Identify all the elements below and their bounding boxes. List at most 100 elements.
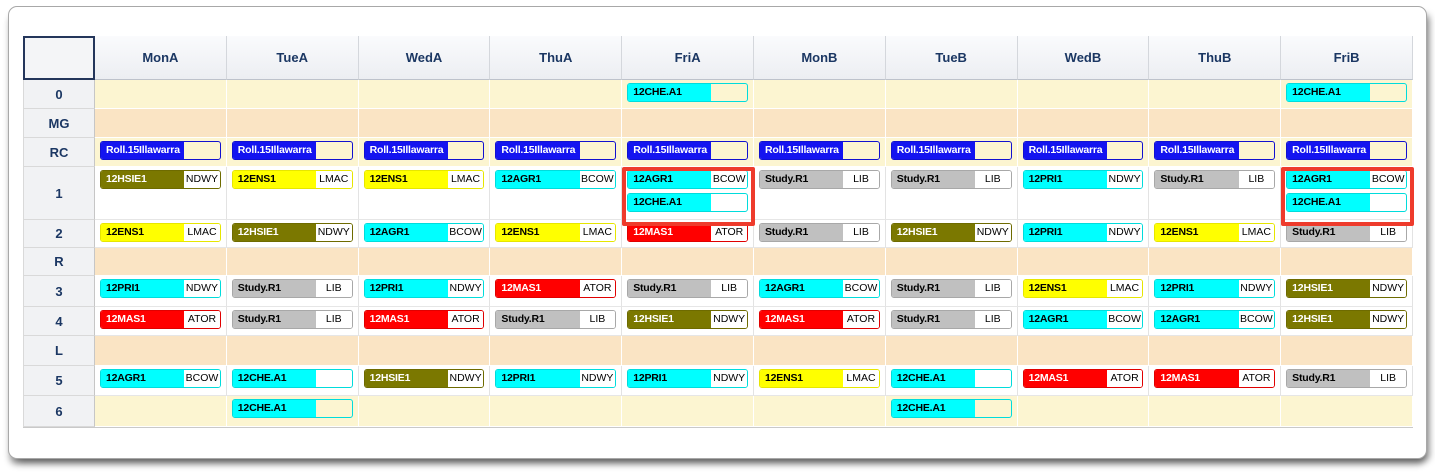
lesson-chip[interactable]: 12MAS1 ATOR <box>1022 369 1144 388</box>
cell-FriB-1[interactable]: 12AGR1 BCOW 12CHE.A1 <box>1281 167 1414 226</box>
cell-MonB-MG[interactable] <box>753 109 886 138</box>
cell-ThuB-RC[interactable]: Roll.15Illawarra <box>1149 138 1282 167</box>
cell-TueA-3[interactable]: Study.R1 LIB <box>226 276 359 307</box>
cell-MonB-R[interactable] <box>753 248 886 276</box>
cell-ThuB-MG[interactable] <box>1149 109 1282 138</box>
row-header-0[interactable]: 0 <box>23 80 95 109</box>
lesson-chip[interactable]: Roll.15Illawarra <box>627 141 748 160</box>
cell-ThuB-5[interactable]: 12MAS1 ATOR <box>1149 366 1282 396</box>
lesson-chip[interactable]: Study.R1 LIB <box>890 170 1012 189</box>
cell-MonA-RC[interactable]: Roll.15Illawarra <box>95 138 227 167</box>
lesson-chip[interactable]: Roll.15Illawarra <box>1022 141 1144 160</box>
cell-ThuA-3[interactable]: 12MAS1 ATOR <box>490 276 623 307</box>
lesson-chip[interactable]: 12CHE.A1 <box>890 399 1012 418</box>
lesson-chip[interactable]: Roll.15Illawarra <box>231 141 353 160</box>
cell-WedA-2[interactable]: 12AGR1 BCOW <box>358 220 491 248</box>
cell-TueA-2[interactable]: 12HSIE1 NDWY <box>226 220 359 248</box>
cell-ThuA-RC[interactable]: Roll.15Illawarra <box>490 138 623 167</box>
cell-FriB-3[interactable]: 12HSIE1 NDWY <box>1281 276 1413 307</box>
column-header-WedA[interactable]: WedA <box>358 36 491 80</box>
cell-WedB-R[interactable] <box>1017 248 1150 276</box>
lesson-chip[interactable]: 12AGR1 BCOW <box>495 170 617 189</box>
lesson-chip[interactable]: 12CHE.A1 <box>1286 193 1407 212</box>
cell-TueB-4[interactable]: Study.R1 LIB <box>885 307 1018 336</box>
cell-WedB-3[interactable]: 12ENS1 LMAC <box>1017 276 1150 307</box>
cell-TueB-2[interactable]: 12HSIE1 NDWY <box>885 220 1018 248</box>
lesson-chip[interactable]: 12CHE.A1 <box>231 399 353 418</box>
row-header-RC[interactable]: RC <box>23 138 95 167</box>
cell-FriB-5[interactable]: Study.R1 LIB <box>1281 366 1413 396</box>
lesson-chip[interactable]: Study.R1 LIB <box>758 223 880 242</box>
cell-FriA-4[interactable]: 12HSIE1 NDWY <box>622 307 754 336</box>
cell-ThuB-4[interactable]: 12AGR1 BCOW <box>1149 307 1282 336</box>
cell-MonA-4[interactable]: 12MAS1 ATOR <box>95 307 227 336</box>
column-header-MonA[interactable]: MonA <box>95 36 227 80</box>
lesson-chip[interactable]: Study.R1 LIB <box>231 279 353 298</box>
cell-WedA-MG[interactable] <box>358 109 491 138</box>
cell-TueA-L[interactable] <box>226 336 359 366</box>
column-header-TueB[interactable]: TueB <box>885 36 1018 80</box>
lesson-chip[interactable]: 12HSIE1 NDWY <box>1286 279 1407 298</box>
cell-TueA-1[interactable]: 12ENS1 LMAC <box>226 167 359 220</box>
cell-MonA-0[interactable] <box>95 80 227 109</box>
cell-MonA-L[interactable] <box>95 336 227 366</box>
lesson-chip[interactable]: Roll.15Illawarra <box>363 141 485 160</box>
lesson-chip[interactable]: 12MAS1 ATOR <box>758 310 880 329</box>
cell-TueB-3[interactable]: Study.R1 LIB <box>885 276 1018 307</box>
row-header-4[interactable]: 4 <box>23 307 95 336</box>
cell-TueA-6[interactable]: 12CHE.A1 <box>226 396 359 427</box>
cell-WedA-1[interactable]: 12ENS1 LMAC <box>358 167 491 220</box>
lesson-chip[interactable]: 12MAS1 ATOR <box>363 310 485 329</box>
cell-FriA-6[interactable] <box>622 396 754 427</box>
lesson-chip[interactable]: 12CHE.A1 <box>627 83 748 102</box>
row-header-MG[interactable]: MG <box>23 109 95 138</box>
cell-FriA-MG[interactable] <box>622 109 754 138</box>
cell-TueB-5[interactable]: 12CHE.A1 <box>885 366 1018 396</box>
lesson-chip[interactable]: Roll.15Illawarra <box>100 141 221 160</box>
cell-ThuB-0[interactable] <box>1149 80 1282 109</box>
cell-WedA-5[interactable]: 12HSIE1 NDWY <box>358 366 491 396</box>
cell-MonB-2[interactable]: Study.R1 LIB <box>753 220 886 248</box>
cell-FriA-R[interactable] <box>622 248 754 276</box>
cell-TueB-6[interactable]: 12CHE.A1 <box>885 396 1018 427</box>
lesson-chip[interactable]: 12MAS1 ATOR <box>100 310 221 329</box>
lesson-chip[interactable]: 12ENS1 LMAC <box>495 223 617 242</box>
lesson-chip[interactable]: 12PRI1 NDWY <box>1022 223 1144 242</box>
cell-MonB-5[interactable]: 12ENS1 LMAC <box>753 366 886 396</box>
lesson-chip[interactable]: Study.R1 LIB <box>1154 170 1276 189</box>
lesson-chip[interactable]: Roll.15Illawarra <box>495 141 617 160</box>
cell-WedB-2[interactable]: 12PRI1 NDWY <box>1017 220 1150 248</box>
corner-cell[interactable] <box>23 36 95 80</box>
lesson-chip[interactable]: 12HSIE1 NDWY <box>363 369 485 388</box>
cell-FriA-3[interactable]: Study.R1 LIB <box>622 276 754 307</box>
cell-MonA-R[interactable] <box>95 248 227 276</box>
cell-ThuA-MG[interactable] <box>490 109 623 138</box>
column-header-TueA[interactable]: TueA <box>226 36 359 80</box>
cell-MonB-4[interactable]: 12MAS1 ATOR <box>753 307 886 336</box>
column-header-WedB[interactable]: WedB <box>1017 36 1150 80</box>
column-header-FriA[interactable]: FriA <box>622 36 754 80</box>
cell-ThuB-1[interactable]: Study.R1 LIB <box>1149 167 1282 220</box>
cell-WedB-1[interactable]: 12PRI1 NDWY <box>1017 167 1150 220</box>
cell-ThuB-L[interactable] <box>1149 336 1282 366</box>
cell-FriB-R[interactable] <box>1281 248 1413 276</box>
lesson-chip[interactable]: 12HSIE1 NDWY <box>231 223 353 242</box>
cell-MonA-MG[interactable] <box>95 109 227 138</box>
lesson-chip[interactable]: Study.R1 LIB <box>1286 369 1407 388</box>
cell-FriA-1[interactable]: 12AGR1 BCOW 12CHE.A1 <box>622 167 755 226</box>
cell-FriA-L[interactable] <box>622 336 754 366</box>
cell-MonB-3[interactable]: 12AGR1 BCOW <box>753 276 886 307</box>
lesson-chip[interactable]: 12PRI1 NDWY <box>495 369 617 388</box>
cell-FriA-RC[interactable]: Roll.15Illawarra <box>622 138 754 167</box>
cell-ThuB-R[interactable] <box>1149 248 1282 276</box>
cell-WedB-4[interactable]: 12AGR1 BCOW <box>1017 307 1150 336</box>
row-header-5[interactable]: 5 <box>23 366 95 396</box>
cell-ThuB-3[interactable]: 12PRI1 NDWY <box>1149 276 1282 307</box>
lesson-chip[interactable]: 12ENS1 LMAC <box>1022 279 1144 298</box>
lesson-chip[interactable]: 12AGR1 BCOW <box>100 369 221 388</box>
lesson-chip[interactable]: 12AGR1 BCOW <box>627 170 748 189</box>
column-header-FriB[interactable]: FriB <box>1281 36 1413 80</box>
cell-ThuA-4[interactable]: Study.R1 LIB <box>490 307 623 336</box>
lesson-chip[interactable]: Roll.15Illawarra <box>758 141 880 160</box>
lesson-chip[interactable]: 12ENS1 LMAC <box>758 369 880 388</box>
